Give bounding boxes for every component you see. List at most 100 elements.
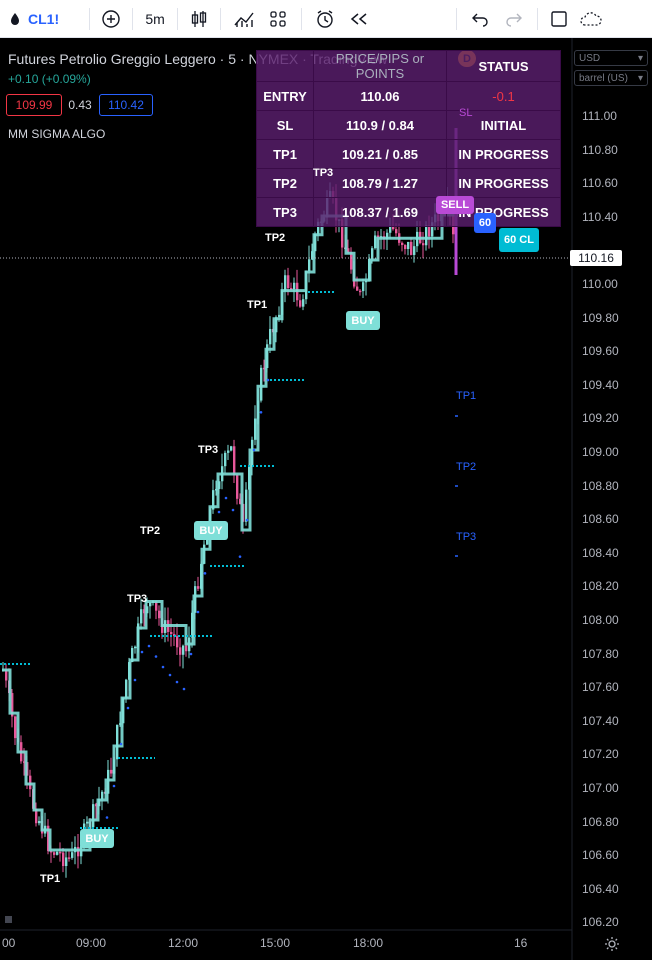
replay-icon[interactable]	[342, 0, 376, 38]
symbol-name[interactable]: CL1!	[28, 10, 60, 27]
price-chart[interactable]	[0, 38, 652, 960]
price-tick: 110.80	[582, 142, 618, 157]
price-tick: 108.00	[582, 613, 619, 627]
sl-label: SL	[459, 107, 473, 119]
candle	[263, 359, 266, 382]
fullscreen-icon[interactable]	[544, 0, 574, 38]
price-tick: 110.00	[582, 277, 618, 291]
table-header-row: PRICE/PIPS or POINTS STATUS	[256, 50, 561, 82]
candle	[347, 239, 350, 254]
time-tick: 09:00	[76, 936, 107, 950]
tp3-target-label: TP3	[456, 531, 477, 543]
candle	[224, 450, 227, 473]
sixty-tag[interactable]: 60	[474, 213, 496, 233]
price-tick: 107.00	[582, 781, 619, 795]
trail-dot	[252, 448, 256, 452]
table-row: TP1 109.21 / 0.85 IN PROGRESS	[256, 139, 561, 169]
candle	[422, 231, 425, 259]
currency-select[interactable]: USD ▾	[574, 50, 648, 66]
redo-icon[interactable]	[497, 0, 531, 38]
tp1-label: TP1	[247, 299, 268, 311]
candle	[362, 278, 365, 299]
price-tick: 111.00	[582, 109, 617, 123]
row-price: 109.21 / 0.85	[313, 139, 447, 169]
candle	[134, 645, 137, 654]
candle	[230, 445, 233, 452]
candle	[233, 439, 236, 484]
undo-icon[interactable]	[463, 0, 497, 38]
tp1-target-label: TP1	[456, 390, 477, 402]
trail-dot	[105, 816, 109, 819]
candle	[110, 757, 113, 777]
candle	[182, 644, 185, 669]
buy-signal[interactable]: BUY	[194, 521, 228, 540]
buy-signal[interactable]: BUY	[80, 829, 114, 848]
row-label: TP3	[256, 197, 314, 227]
time-tick: 18:00	[353, 936, 384, 950]
layout-grid-icon[interactable]	[261, 0, 295, 38]
ask-box[interactable]: 110.42	[99, 94, 153, 116]
bid-box[interactable]: 109.99	[6, 94, 62, 116]
trail-dot	[154, 655, 158, 658]
candle	[239, 493, 242, 505]
table-row: ENTRY 110.06 -0.1	[256, 81, 561, 111]
candle	[410, 237, 413, 256]
candle	[383, 231, 386, 250]
candles-icon[interactable]	[184, 0, 214, 38]
candle	[53, 850, 56, 858]
alert-clock-icon[interactable]	[308, 0, 342, 38]
row-status: -0.1	[446, 81, 561, 111]
candle	[311, 243, 314, 261]
signal-table: PRICE/PIPS or POINTS STATUS ENTRY 110.06…	[256, 50, 561, 227]
price-tick: 109.00	[582, 445, 619, 459]
buy-signal[interactable]: BUY	[346, 311, 380, 330]
add-symbol-icon[interactable]	[96, 0, 126, 38]
trail-dot	[203, 572, 207, 575]
candle	[269, 316, 272, 353]
price-change: +0.10 (+0.09%)	[8, 72, 91, 86]
trail-dot	[217, 510, 221, 514]
time-tick: 12:00	[168, 936, 199, 950]
candle	[143, 604, 146, 627]
trail-dot	[238, 555, 242, 558]
unit-select[interactable]: barrel (US) ▾	[574, 70, 648, 86]
row-status: IN PROGRESS	[446, 139, 561, 169]
indicators-icon[interactable]	[227, 0, 261, 38]
cloud-icon[interactable]	[574, 0, 608, 38]
trail-dot	[133, 678, 137, 682]
candle	[179, 638, 182, 667]
price-tick: 108.80	[582, 478, 619, 493]
sell-signal[interactable]: SELL	[436, 196, 474, 214]
chevron-down-icon: ▾	[637, 72, 643, 84]
table-row: TP3 108.37 / 1.69 IN PROGRESS	[256, 197, 561, 227]
bottom-left-marker	[5, 916, 12, 923]
candle	[407, 241, 410, 256]
spread-value: 0.43	[68, 98, 92, 112]
symbol-drop-icon[interactable]	[6, 0, 24, 38]
header-empty	[256, 50, 314, 82]
trail-dot	[189, 652, 193, 656]
tp1-label: TP1	[40, 873, 61, 885]
tp2-target-label: TP2	[456, 461, 477, 473]
candle	[155, 600, 158, 620]
candle	[284, 269, 287, 303]
price-tick: 109.60	[582, 344, 619, 359]
candle	[158, 605, 161, 626]
last-price-tag: 110.16	[570, 250, 622, 266]
tp2-label: TP2	[140, 525, 161, 537]
price-tick: 107.80	[582, 646, 619, 661]
table-row: SL 110.9 / 0.84 INITIAL	[256, 110, 561, 140]
sixty-close-tag[interactable]: 60 CL	[499, 228, 539, 252]
candle	[44, 812, 47, 837]
candle	[62, 848, 65, 873]
row-label: ENTRY	[256, 81, 314, 111]
price-tick: 108.60	[582, 512, 619, 527]
trail-dot	[112, 784, 116, 788]
indicator-name[interactable]: MM SIGMA ALGO	[8, 127, 106, 141]
settings-icon[interactable]	[604, 936, 620, 957]
trail-dot	[224, 496, 228, 500]
candle	[107, 759, 110, 804]
candle	[14, 715, 17, 746]
trail-dot	[266, 378, 270, 382]
interval-button[interactable]: 5m	[145, 10, 165, 27]
